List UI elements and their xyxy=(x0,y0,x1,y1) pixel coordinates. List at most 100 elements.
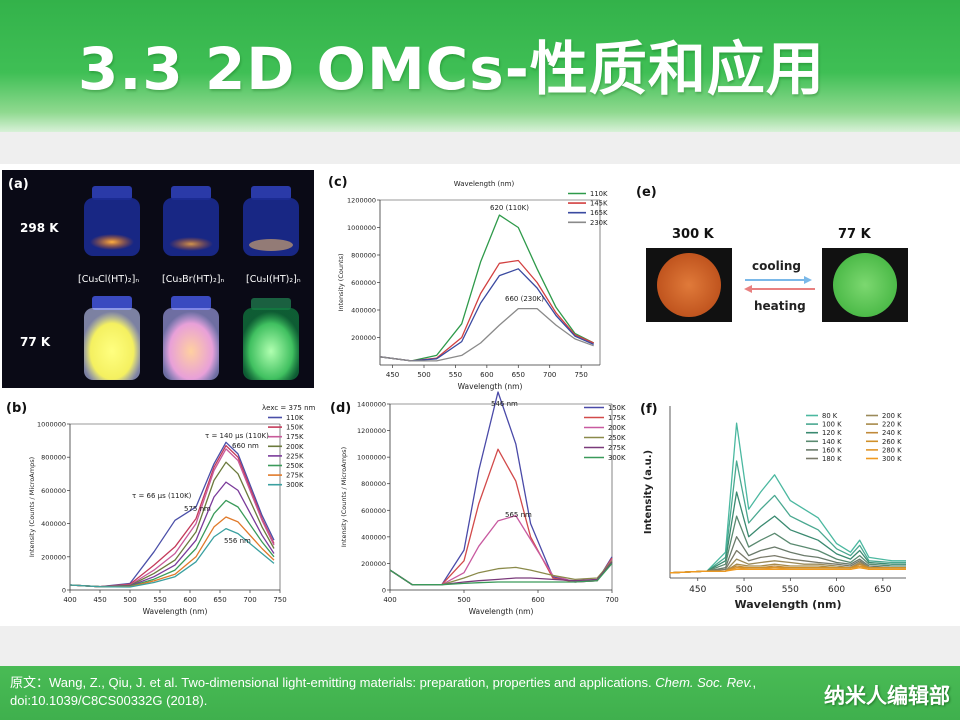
chart-c-ytick-label: 200000 xyxy=(351,334,376,342)
lower-band xyxy=(0,626,960,666)
chart-c-series-145K xyxy=(379,259,594,362)
chart-d-xtick-label: 500 xyxy=(457,596,470,604)
chart-d-series-175K xyxy=(389,448,613,586)
chart-b-xtick-label: 500 xyxy=(123,596,136,604)
cooling-arrowhead xyxy=(804,276,812,284)
chart-f-series-300K xyxy=(669,567,906,574)
temp-77k: 77 K xyxy=(838,227,872,242)
chart-f-legend-entry: 80 K xyxy=(822,412,838,420)
chart-b-ytick-label: 800000 xyxy=(41,454,66,462)
slide-title: 3.3 2D OMCs-性质和应用 xyxy=(78,35,825,103)
chart-c-xtick-label: 750 xyxy=(574,371,587,379)
chart-b-annotation: 575 nm xyxy=(184,505,211,513)
sample-disc-green xyxy=(833,253,897,317)
chart-b-annotation: τ = 140 μs (110K) xyxy=(205,432,269,440)
panel-a: (a) 298 K 77 K [Cu₃Cl(HT)₂]ₙ [Cu₃Br(HT)₂… xyxy=(2,170,314,388)
chart-b-xtick-label: 650 xyxy=(213,596,226,604)
chart-c-legend-entry: 110K xyxy=(590,190,608,198)
chart-b-ytick-label: 600000 xyxy=(41,487,66,495)
chart-f-xlabel: Wavelength (nm) xyxy=(735,598,842,611)
chart-b-ytick-label: 400000 xyxy=(41,520,66,528)
chart-d-legend-entry: 300K xyxy=(608,454,626,462)
chart-b-annotation: 660 nm xyxy=(232,442,259,450)
chart-f-xtick-label: 450 xyxy=(689,585,706,595)
row-label-77k: 77 K xyxy=(20,335,51,349)
chart-c-xtick-label: 450 xyxy=(386,371,399,379)
chart-c-series-230K xyxy=(379,307,594,362)
chart-d-ytick-label: 1400000 xyxy=(357,401,386,409)
chart-b-xtick-label: 400 xyxy=(63,596,76,604)
chart-b-legend-entry: 110K xyxy=(286,414,304,422)
title-bar xyxy=(0,0,960,132)
chart-d-panel-label: (d) xyxy=(330,401,351,416)
chart-f-series-180K xyxy=(669,549,906,574)
chart-b-ytick-label: 200000 xyxy=(41,553,66,561)
chart-f-legend-entry: 240 K xyxy=(882,429,902,437)
chart-b-ylabel: Intensity (Counts / MicroAmps) xyxy=(28,457,36,557)
chart-f-series-120K xyxy=(669,491,906,574)
chart-d-legend-entry: 250K xyxy=(608,434,626,442)
chart-d-annotation: 565 nm xyxy=(505,511,532,519)
chart-c-legend-entry: 145K xyxy=(590,200,608,208)
chart-c-annotation: 660 (230K) xyxy=(505,295,544,303)
chart-b-xtick-label: 700 xyxy=(243,596,256,604)
chart-d-ytick-label: 600000 xyxy=(361,507,386,515)
chart-b-xtick-label: 750 xyxy=(273,596,286,604)
compound-br: [Cu₃Br(HT)₂]ₙ xyxy=(162,274,224,285)
chart-f-xtick-label: 550 xyxy=(782,585,799,595)
chart-d-annotation: 546 nm xyxy=(491,400,518,408)
chart-f-xtick-label: 500 xyxy=(735,585,752,595)
chart-d-ytick-label: 400000 xyxy=(361,533,386,541)
chart-f-legend-entry: 160 K xyxy=(822,446,842,454)
chart-f-legend-entry: 220 K xyxy=(882,421,902,429)
chart-f-legend-entry: 100 K xyxy=(822,421,842,429)
chart-d-xlabel: Wavelength (nm) xyxy=(469,607,534,616)
chart-f-legend-entry: 200 K xyxy=(882,412,902,420)
chart-c-ytick-label: 600000 xyxy=(351,279,376,287)
vial-cl-298k xyxy=(84,186,140,256)
chart-c-xtick-label: 500 xyxy=(417,371,430,379)
chart-c-legend-entry: 165K xyxy=(590,209,608,217)
chart-b-ytick-label: 1000000 xyxy=(37,421,66,429)
title-band xyxy=(0,132,960,164)
vial-i-298k xyxy=(243,186,299,256)
chart-d-xtick-label: 600 xyxy=(531,596,544,604)
chart-f-legend-entry: 300 K xyxy=(882,455,902,463)
chart-c-xtick-label: 600 xyxy=(480,371,493,379)
chart-c-ytick-label: 400000 xyxy=(351,307,376,315)
chart-c-ytick-label: 1200000 xyxy=(347,197,376,205)
chart-f: (f) 450 500 550 600 650 Wavelength (nm) Intensi… xyxy=(640,402,906,611)
chart-b-series-300K xyxy=(69,527,275,588)
chart-c-xtick-label: 650 xyxy=(512,371,525,379)
temp-300k: 300 K xyxy=(672,227,715,242)
chart-f-series-140K xyxy=(669,515,906,574)
chart-b-ytick-label: 0 xyxy=(62,587,66,595)
chart-b-legend-entry: 250K xyxy=(286,462,304,470)
chart-b: (b) 400 450 500 550 600 650 700 750 0 200000 400000… xyxy=(6,401,316,616)
chart-d-ytick-label: 200000 xyxy=(361,560,386,568)
chart-f-series-80K xyxy=(669,422,906,574)
chart-b-xlabel: Wavelength (nm) xyxy=(143,607,208,616)
chart-d-xtick-label: 700 xyxy=(605,596,618,604)
chart-f-legend-entry: 260 K xyxy=(882,438,902,446)
chart-c-legend-entry: 230K xyxy=(590,219,608,227)
chart-d-legend-entry: 200K xyxy=(608,424,626,432)
compound-i: [Cu₃I(HT)₂]ₙ xyxy=(246,274,301,285)
reference-journal: Chem. Soc. Rev. xyxy=(655,675,753,690)
chart-c-ytick-label: 1000000 xyxy=(347,224,376,232)
chart-f-xtick-label: 650 xyxy=(874,585,891,595)
chart-d-legend-entry: 150K xyxy=(608,404,626,412)
chart-c-ylabel: Intensity (Counts) xyxy=(337,253,345,311)
chart-d-series-300K xyxy=(389,562,613,586)
chart-b-legend-entry: 175K xyxy=(286,433,304,441)
chart-d-ytick-label: 800000 xyxy=(361,480,386,488)
chart-c-series-165K xyxy=(379,268,594,362)
chart-d-series-200K xyxy=(389,514,613,586)
chart-b-xtick-label: 600 xyxy=(183,596,196,604)
chart-d-legend-entry: 275K xyxy=(608,444,626,452)
chart-b-annotation: τ = 66 μs (110K) xyxy=(132,492,192,500)
chart-c-xlabel: Wavelength (nm) xyxy=(458,382,523,391)
chart-b-legend-entry: 275K xyxy=(286,472,304,480)
chart-d-ytick-label: 1000000 xyxy=(357,454,386,462)
